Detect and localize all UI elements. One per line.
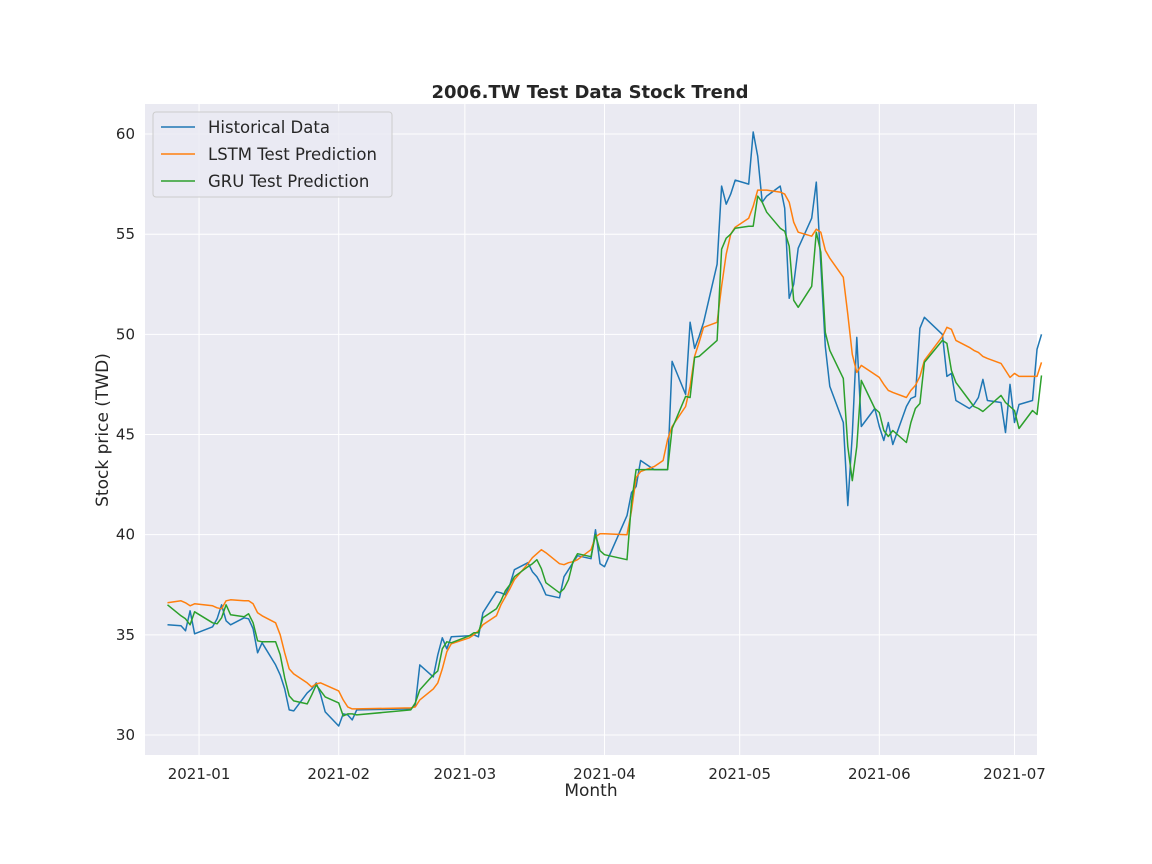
x-tick-label: 2021-06 — [848, 765, 911, 783]
legend-label-historical: Historical Data — [208, 118, 330, 137]
legend-box — [152, 111, 393, 198]
x-tick-label: 2021-03 — [434, 765, 497, 783]
y-tick-label: 45 — [116, 426, 135, 444]
series-layer — [167, 131, 1043, 727]
series-line-gru — [167, 195, 1043, 717]
y-tick-label: 35 — [116, 626, 135, 644]
legend: Historical Data LSTM Test Prediction GRU… — [152, 111, 393, 198]
grid-lines — [145, 104, 1037, 755]
y-tick-label: 60 — [116, 125, 135, 143]
legend-label-lstm: LSTM Test Prediction — [208, 145, 377, 164]
x-axis-label: Month — [564, 781, 617, 801]
x-tick-label: 2021-02 — [307, 765, 370, 783]
x-tick-label: 2021-05 — [708, 765, 771, 783]
y-tick-label: 50 — [116, 325, 135, 343]
y-axis-ticks: 30 35 40 45 50 55 60 — [116, 125, 135, 744]
y-tick-label: 30 — [116, 726, 135, 744]
legend-label-gru: GRU Test Prediction — [208, 172, 369, 191]
x-axis-ticks: 2021-01 2021-02 2021-03 2021-04 2021-05 2021-… — [168, 765, 1046, 783]
series-line-historical — [167, 131, 1043, 727]
x-tick-label: 2021-01 — [168, 765, 231, 783]
y-axis-label: Stock price (TWD) — [93, 353, 113, 507]
chart-title: 2006.TW Test Data Stock Trend — [431, 82, 748, 103]
y-tick-label: 55 — [116, 225, 135, 243]
y-tick-label: 40 — [116, 526, 135, 544]
x-tick-label: 2021-07 — [983, 765, 1046, 783]
x-tick-label: 2021-04 — [573, 765, 636, 783]
plot-area — [145, 104, 1037, 755]
series-line-lstm — [167, 189, 1043, 710]
